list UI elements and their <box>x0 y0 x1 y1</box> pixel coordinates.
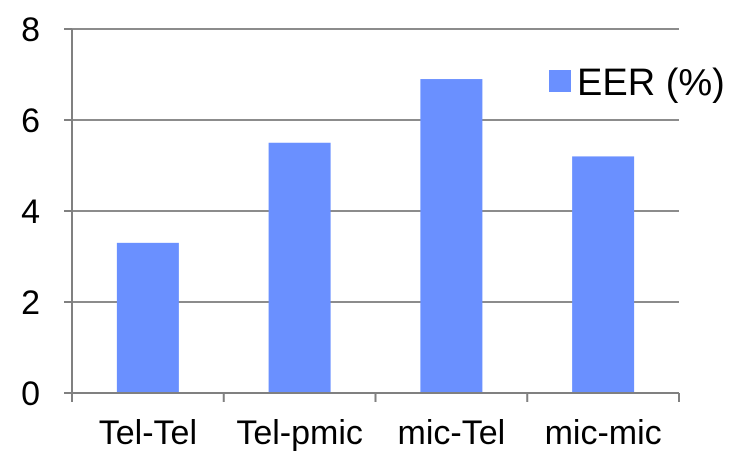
bar <box>420 79 483 394</box>
bars <box>116 79 635 394</box>
bar <box>572 156 635 393</box>
y-tick-label: 6 <box>21 102 40 140</box>
legend-swatch <box>549 70 571 92</box>
x-tick-label: Tel-Tel <box>99 414 197 452</box>
y-tick-label: 0 <box>21 375 40 413</box>
legend: EER (%) <box>549 62 725 104</box>
bar <box>116 242 179 393</box>
x-tick-label: Tel-pmic <box>236 414 363 452</box>
axes <box>64 28 680 402</box>
y-tick-label: 4 <box>21 193 40 231</box>
y-tick-label: 2 <box>21 284 40 322</box>
y-tick-label: 8 <box>21 11 40 49</box>
y-tick-labels: 0 2 4 6 8 <box>21 11 40 413</box>
x-tick-label: mic-mic <box>545 414 662 452</box>
legend-label: EER (%) <box>577 62 725 104</box>
x-tick-labels: Tel-Tel Tel-pmic mic-Tel mic-mic <box>99 414 662 452</box>
x-tick-label: mic-Tel <box>398 414 506 452</box>
bar <box>268 142 331 393</box>
